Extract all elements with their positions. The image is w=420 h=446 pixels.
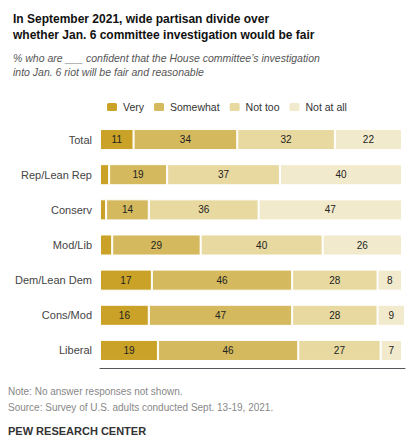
svg-text:19: 19 (133, 169, 145, 180)
svg-text:17: 17 (120, 275, 132, 286)
svg-text:Total: Total (69, 134, 92, 146)
svg-text:14: 14 (122, 204, 134, 215)
svg-text:40: 40 (256, 240, 268, 251)
svg-text:36: 36 (198, 204, 210, 215)
svg-text:8: 8 (387, 275, 393, 286)
svg-text:22: 22 (363, 134, 375, 145)
svg-text:PEW RESEARCH CENTER: PEW RESEARCH CENTER (8, 425, 146, 437)
svg-text:Very: Very (123, 101, 145, 113)
svg-text:Not too: Not too (246, 101, 280, 113)
svg-text:11: 11 (112, 134, 123, 145)
svg-text:9: 9 (388, 310, 394, 321)
svg-text:27: 27 (334, 345, 346, 356)
svg-text:Liberal: Liberal (59, 344, 92, 356)
svg-text:Dem/Lean Dem: Dem/Lean Dem (15, 274, 92, 286)
svg-text:46: 46 (223, 345, 235, 356)
svg-text:40: 40 (335, 169, 347, 180)
svg-text:29: 29 (151, 240, 163, 251)
svg-text:7: 7 (388, 345, 394, 356)
svg-text:32: 32 (280, 134, 292, 145)
svg-text:Source: Survey of U.S. adults: Source: Survey of U.S. adults conducted … (8, 402, 273, 413)
svg-text:47: 47 (215, 310, 227, 321)
svg-text:Not at all: Not at all (305, 101, 346, 113)
svg-text:Somewhat: Somewhat (170, 101, 220, 113)
svg-text:% who are ___ confident that t: % who are ___ confident that the House c… (13, 52, 320, 64)
svg-text:28: 28 (329, 310, 341, 321)
svg-text:19: 19 (123, 345, 135, 356)
svg-text:In September 2021, wide partis: In September 2021, wide partisan divide … (13, 12, 269, 26)
svg-text:Cons/Mod: Cons/Mod (42, 309, 92, 321)
svg-text:Note: No answer responses not: Note: No answer responses not shown. (8, 386, 183, 397)
svg-text:34: 34 (180, 134, 192, 145)
svg-text:37: 37 (218, 169, 230, 180)
svg-text:Rep/Lean Rep: Rep/Lean Rep (21, 169, 92, 181)
svg-text:16: 16 (119, 310, 131, 321)
svg-text:Mod/Lib: Mod/Lib (53, 239, 92, 251)
svg-text:into Jan. 6 riot will be fair: into Jan. 6 riot will be fair and reason… (13, 66, 204, 78)
svg-text:whether Jan. 6 committee inves: whether Jan. 6 committee investigation w… (12, 28, 315, 42)
svg-text:46: 46 (216, 275, 228, 286)
svg-text:47: 47 (325, 204, 337, 215)
svg-text:Conserv: Conserv (51, 204, 92, 216)
svg-text:28: 28 (329, 275, 341, 286)
svg-text:26: 26 (357, 240, 369, 251)
